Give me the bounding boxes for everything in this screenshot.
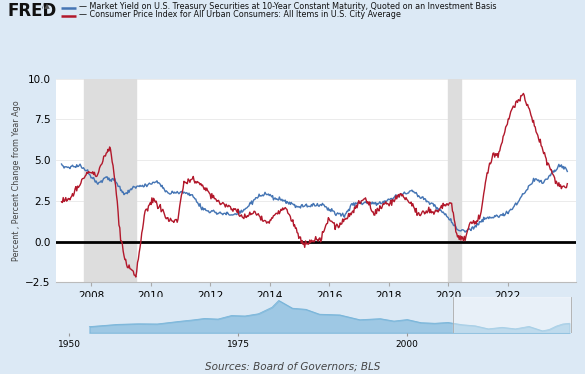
Y-axis label: Percent , Percent Change from Year Ago: Percent , Percent Change from Year Ago [12, 100, 21, 261]
Text: — Market Yield on U.S. Treasury Securities at 10-Year Constant Maturity, Quoted : — Market Yield on U.S. Treasury Securiti… [79, 2, 497, 11]
Text: Sources: Board of Governors; BLS: Sources: Board of Governors; BLS [205, 362, 380, 371]
Text: FRED: FRED [7, 2, 56, 20]
Bar [453, 297, 572, 333]
Bar [84, 79, 136, 282]
Text: — Consumer Price Index for All Urban Consumers: All Items in U.S. City Average: — Consumer Price Index for All Urban Con… [79, 10, 401, 19]
Bar [448, 79, 461, 282]
Text: ∕▲: ∕▲ [42, 2, 50, 8]
